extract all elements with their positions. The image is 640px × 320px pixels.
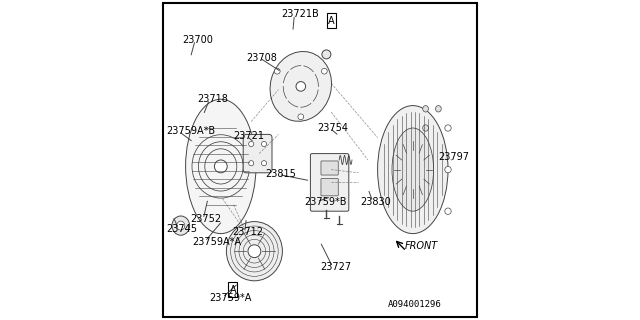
FancyBboxPatch shape bbox=[243, 134, 272, 173]
Text: 23830: 23830 bbox=[360, 196, 391, 207]
Ellipse shape bbox=[298, 114, 304, 120]
Text: 23708: 23708 bbox=[246, 52, 277, 63]
Ellipse shape bbox=[322, 50, 331, 59]
Text: 23754: 23754 bbox=[317, 123, 348, 133]
Text: 23700: 23700 bbox=[182, 35, 213, 45]
Ellipse shape bbox=[445, 166, 451, 173]
FancyBboxPatch shape bbox=[310, 154, 349, 211]
Text: A094001296: A094001296 bbox=[388, 300, 442, 309]
Ellipse shape bbox=[172, 216, 189, 235]
Text: A: A bbox=[328, 16, 335, 26]
Text: 23759*B: 23759*B bbox=[304, 196, 346, 207]
Text: 23745: 23745 bbox=[166, 224, 196, 234]
Ellipse shape bbox=[392, 128, 434, 211]
Ellipse shape bbox=[177, 221, 185, 230]
Ellipse shape bbox=[423, 106, 429, 112]
Text: 23727: 23727 bbox=[320, 262, 351, 272]
Ellipse shape bbox=[378, 106, 448, 234]
Text: 23759A*A: 23759A*A bbox=[192, 236, 241, 247]
Text: A: A bbox=[230, 284, 236, 295]
Text: 23721B: 23721B bbox=[282, 9, 319, 20]
Text: 23759A*B: 23759A*B bbox=[166, 126, 215, 136]
Text: 23797: 23797 bbox=[438, 152, 469, 162]
Text: 23721: 23721 bbox=[234, 131, 264, 141]
Text: 23712: 23712 bbox=[232, 227, 263, 237]
Ellipse shape bbox=[296, 82, 306, 91]
Ellipse shape bbox=[445, 125, 451, 131]
Ellipse shape bbox=[275, 68, 280, 74]
Ellipse shape bbox=[270, 52, 332, 121]
Text: 23815: 23815 bbox=[266, 169, 296, 180]
Text: 23752: 23752 bbox=[191, 214, 221, 224]
FancyBboxPatch shape bbox=[321, 161, 339, 175]
Ellipse shape bbox=[321, 68, 327, 74]
Text: 23718: 23718 bbox=[197, 94, 228, 104]
Ellipse shape bbox=[186, 99, 256, 234]
Text: FRONT: FRONT bbox=[405, 241, 438, 252]
Ellipse shape bbox=[248, 245, 261, 258]
Ellipse shape bbox=[445, 208, 451, 214]
Text: 23759*A: 23759*A bbox=[210, 292, 252, 303]
FancyBboxPatch shape bbox=[327, 13, 336, 28]
Circle shape bbox=[262, 161, 267, 166]
Ellipse shape bbox=[214, 160, 227, 173]
Circle shape bbox=[248, 161, 253, 166]
FancyBboxPatch shape bbox=[228, 282, 237, 297]
Ellipse shape bbox=[435, 106, 442, 112]
Ellipse shape bbox=[227, 222, 282, 281]
Circle shape bbox=[248, 141, 253, 147]
Circle shape bbox=[262, 141, 267, 147]
Ellipse shape bbox=[423, 125, 429, 131]
FancyBboxPatch shape bbox=[321, 179, 339, 196]
